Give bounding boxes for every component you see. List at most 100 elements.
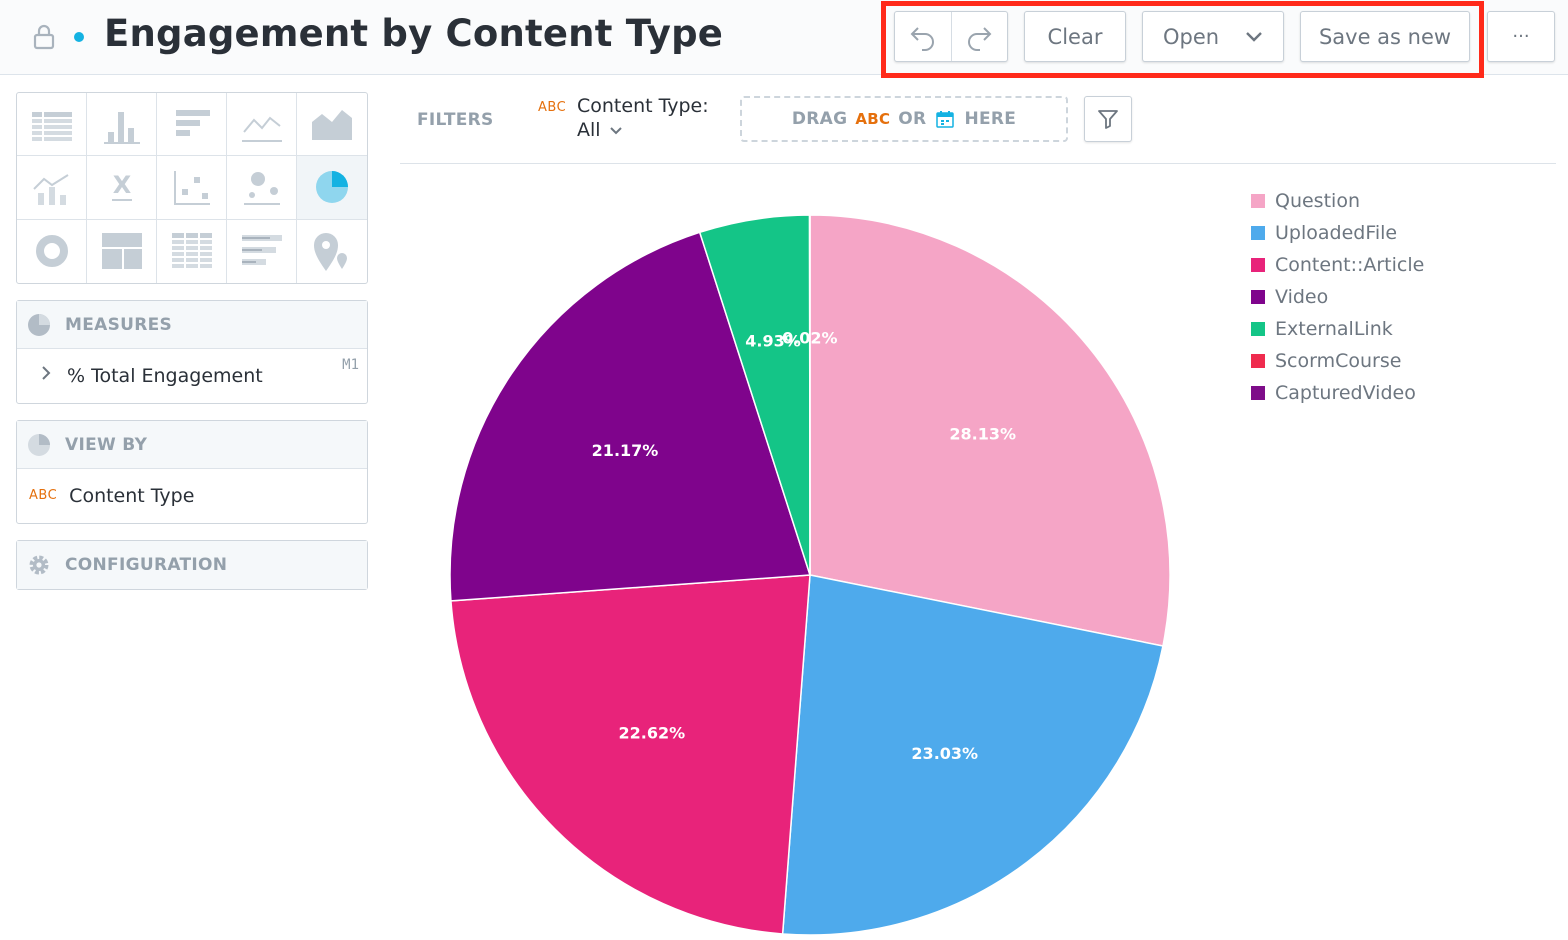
measures-header[interactable]: MEASURES bbox=[17, 301, 367, 348]
viz-line-button[interactable] bbox=[227, 93, 297, 157]
measure-name: % Total Engagement bbox=[67, 364, 263, 387]
combo-chart-icon bbox=[32, 174, 69, 206]
data-label-content-article: 22.62% bbox=[619, 724, 686, 743]
legend-swatch bbox=[1251, 258, 1265, 272]
filter-abc-icon: ABC bbox=[538, 100, 567, 115]
viz-donut-button[interactable] bbox=[17, 219, 87, 283]
pie-chart: 28.13% 23.03% 22.62% 21.17% 4.93%0.02% bbox=[449, 214, 1171, 936]
donut-chart-icon bbox=[35, 235, 68, 268]
heatmap-icon bbox=[171, 233, 212, 269]
viz-bubble-button[interactable] bbox=[227, 156, 297, 220]
viz-heatmap-button[interactable] bbox=[157, 219, 227, 283]
viz-combo-button[interactable] bbox=[17, 156, 87, 220]
drop-zone-here: HERE bbox=[964, 109, 1017, 129]
data-label-scormcourse: 0.02% bbox=[782, 328, 838, 347]
legend-label: Question bbox=[1275, 190, 1360, 212]
viz-scatter-button[interactable] bbox=[157, 156, 227, 220]
legend-swatch bbox=[1251, 194, 1265, 208]
configuration-panel: CONFIGURATION bbox=[16, 540, 368, 590]
open-button-label: Open bbox=[1162, 24, 1220, 49]
configuration-header[interactable]: CONFIGURATION bbox=[17, 541, 367, 589]
legend-swatch bbox=[1251, 290, 1265, 304]
gear-icon bbox=[29, 555, 49, 575]
filter-value-row[interactable]: All bbox=[577, 119, 623, 141]
undo-redo-group bbox=[894, 11, 1008, 62]
app-header: Engagement by Content Type Clear Open Sa… bbox=[0, 0, 1568, 78]
pie-slice-video[interactable] bbox=[449, 231, 812, 602]
save-as-new-button[interactable]: Save as new bbox=[1300, 11, 1470, 62]
more-options-button[interactable]: ··· bbox=[1487, 11, 1555, 62]
area-chart-icon bbox=[312, 110, 352, 141]
pie-chart-icon bbox=[316, 171, 348, 204]
measures-label: MEASURES bbox=[65, 314, 173, 335]
legend-swatch bbox=[1251, 354, 1265, 368]
drop-zone-or: OR bbox=[898, 109, 927, 129]
bubble-chart-icon bbox=[243, 172, 280, 206]
drop-zone-abc-icon: ABC bbox=[855, 110, 891, 128]
viz-treemap-button[interactable] bbox=[87, 219, 157, 283]
viz-table-button[interactable] bbox=[17, 93, 87, 157]
pie-slice-question[interactable] bbox=[809, 214, 1171, 647]
legend-label: ExternalLink bbox=[1275, 318, 1393, 340]
undo-icon bbox=[910, 26, 934, 51]
legend-label: UploadedFile bbox=[1275, 222, 1398, 244]
legend-item-question[interactable]: Question bbox=[1251, 185, 1424, 217]
view-by-item[interactable]: ABC Content Type bbox=[17, 468, 367, 522]
bar-chart-icon bbox=[175, 110, 210, 137]
filter-divider bbox=[400, 163, 1556, 164]
legend-item-video[interactable]: Video bbox=[1251, 281, 1424, 313]
viz-column-button[interactable] bbox=[87, 93, 157, 157]
viz-bar-button[interactable] bbox=[157, 93, 227, 157]
visualization-type-picker: X bbox=[16, 92, 368, 284]
scatter-plot-icon bbox=[173, 171, 210, 206]
save-as-new-button-label: Save as new bbox=[1318, 24, 1452, 49]
undo-button[interactable] bbox=[895, 12, 951, 61]
data-label-externallink: 4.93% bbox=[745, 331, 801, 350]
redo-button[interactable] bbox=[950, 12, 1008, 61]
view-by-label: VIEW BY bbox=[65, 434, 148, 455]
unsaved-indicator-dot bbox=[74, 32, 84, 42]
view-by-pie-icon bbox=[28, 433, 50, 456]
legend-item-uploadedfile[interactable]: UploadedFile bbox=[1251, 217, 1424, 249]
calendar-icon bbox=[936, 111, 955, 128]
measures-panel: MEASURES % Total Engagement M1 bbox=[16, 300, 368, 404]
view-by-header[interactable]: VIEW BY bbox=[17, 421, 367, 468]
lock-icon[interactable] bbox=[33, 24, 55, 50]
clear-button-label: Clear bbox=[1047, 24, 1103, 49]
clear-button[interactable]: Clear bbox=[1024, 11, 1126, 62]
more-options-icon: ··· bbox=[1512, 26, 1530, 47]
legend-label: Content::Article bbox=[1275, 254, 1425, 276]
legend-label: ScormCourse bbox=[1275, 350, 1402, 372]
viz-bullet-button[interactable] bbox=[227, 219, 297, 283]
column-chart-icon bbox=[103, 112, 140, 145]
measure-item[interactable]: % Total Engagement M1 bbox=[17, 348, 367, 402]
viz-area-button[interactable] bbox=[297, 93, 367, 157]
view-by-name: Content Type bbox=[69, 484, 195, 507]
measure-pie-icon bbox=[28, 313, 50, 336]
legend-item-scormcourse[interactable]: ScormCourse bbox=[1251, 345, 1424, 377]
filter-drop-zone[interactable]: DRAG ABC OR HERE bbox=[740, 96, 1068, 142]
data-label-video: 21.17% bbox=[592, 441, 659, 460]
pie-slice-uploadedfile[interactable] bbox=[781, 574, 1164, 936]
legend-swatch bbox=[1251, 226, 1265, 240]
legend-swatch bbox=[1251, 386, 1265, 400]
data-label-uploadedfile: 23.03% bbox=[911, 744, 978, 763]
viz-headline-button[interactable]: X bbox=[87, 156, 157, 220]
page-title[interactable]: Engagement by Content Type bbox=[104, 12, 724, 55]
legend-item-capturedvideo[interactable]: CapturedVideo bbox=[1251, 377, 1424, 409]
viz-geo-button[interactable] bbox=[297, 220, 367, 283]
measure-tag: M1 bbox=[342, 357, 359, 373]
view-by-panel: VIEW BY ABC Content Type bbox=[16, 420, 368, 524]
funnel-icon bbox=[1098, 110, 1118, 129]
legend-item-content-article[interactable]: Content::Article bbox=[1251, 249, 1424, 281]
configuration-label: CONFIGURATION bbox=[65, 555, 228, 575]
filter-config-button[interactable] bbox=[1084, 96, 1132, 142]
attribute-abc-icon: ABC bbox=[29, 488, 58, 503]
chevron-right-icon[interactable] bbox=[41, 365, 51, 386]
bullet-chart-icon bbox=[241, 235, 282, 266]
pie-slice-content-article[interactable] bbox=[450, 574, 811, 935]
open-button[interactable]: Open bbox=[1142, 11, 1284, 62]
legend-item-externallink[interactable]: ExternalLink bbox=[1251, 313, 1424, 345]
legend-label: CapturedVideo bbox=[1275, 382, 1416, 404]
viz-pie-button[interactable] bbox=[297, 156, 367, 220]
